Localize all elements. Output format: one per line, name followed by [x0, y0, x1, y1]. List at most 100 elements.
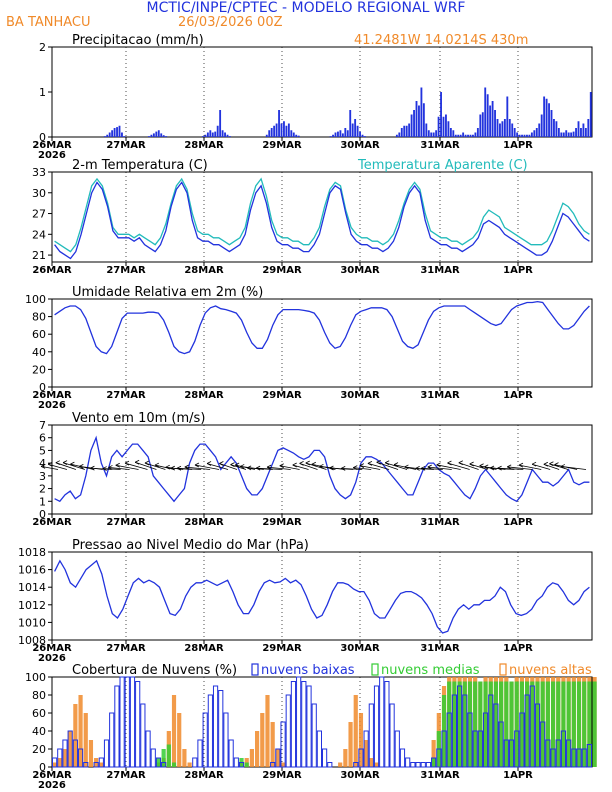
cloud-bar-blue	[540, 721, 546, 768]
cloud-bar-orange	[171, 695, 177, 767]
y-tick-label: 1	[39, 86, 46, 99]
precip-bar	[273, 125, 276, 137]
plot-frame	[51, 424, 593, 515]
x-tick-label: 27MAR	[106, 390, 146, 401]
cloud-bar-blue	[202, 712, 208, 768]
cloud-bar-orange	[270, 722, 275, 767]
precip-bar	[553, 119, 555, 137]
y-tick-label: 0	[39, 761, 46, 774]
plot-frame	[51, 46, 593, 138]
cloud-bar-blue	[207, 694, 213, 768]
x-year-label: 2026	[38, 150, 66, 161]
cloud-bar-green	[452, 681, 457, 767]
wind-arrow	[256, 467, 282, 470]
precip-bar	[359, 131, 361, 137]
y-tick-label: 80	[32, 311, 46, 324]
cloud-bar-orange	[57, 758, 62, 767]
y-tick-label: 1008	[18, 634, 46, 647]
precip-bar	[452, 130, 455, 137]
precip-bar	[346, 130, 349, 137]
y-tick-label: 1	[39, 495, 46, 508]
cloud-bar-orange	[348, 722, 353, 767]
precip-bar	[572, 131, 575, 137]
panel-title: Umidade Relativa em 2m (%)	[72, 285, 263, 300]
wind-arrow	[55, 462, 77, 470]
x-year-label: 2026	[38, 400, 66, 411]
precip-bar	[155, 131, 158, 137]
panel-title: 2-m Temperatura (C)	[72, 158, 208, 173]
cloud-bar-blue	[477, 730, 483, 768]
cloud-bar-green	[587, 681, 592, 767]
cloud-bar-blue	[488, 694, 494, 768]
cloud-bar-blue	[353, 762, 359, 768]
y-tick-label: 40	[32, 346, 46, 359]
wind-arrow-head	[279, 463, 284, 467]
wind-arrow-head	[376, 461, 381, 465]
cloud-bar-blue	[379, 676, 385, 768]
series-line-blue	[54, 181, 590, 260]
cloud-bar-blue	[296, 676, 302, 768]
wind-arrow-head	[246, 465, 252, 469]
precip-bar	[349, 110, 352, 137]
x-tick-label: 27MAR	[106, 770, 146, 781]
wind-arrow	[230, 464, 247, 470]
precip-bar	[118, 125, 121, 137]
cloud-bar-blue	[446, 712, 452, 768]
cloud-bar-green	[504, 681, 509, 767]
cloud-bar-blue	[399, 748, 406, 768]
cloud-bar-orange	[265, 695, 270, 767]
precip-bar	[278, 110, 280, 137]
cloud-bar-blue	[508, 739, 515, 768]
precip-bar	[224, 132, 226, 137]
cloud-bar-green	[244, 762, 249, 767]
wind-arrow-head	[219, 463, 224, 466]
precip-bar	[157, 130, 160, 137]
precip-bar	[437, 116, 440, 137]
precip-bar	[283, 121, 285, 137]
y-tick-label: 60	[32, 707, 46, 720]
panel-clouds: 0 20 40 60 80 100 26MAR 27MAR 28MAR 29MAR 30MAR 31M…	[25, 663, 597, 791]
precip-bar	[562, 132, 565, 137]
wind-arrow	[154, 464, 175, 470]
cloud-bar-orange	[260, 713, 265, 767]
precip-bar	[219, 110, 222, 137]
x-tick-label: 1APR	[503, 770, 533, 781]
wind-arrow-head	[311, 463, 317, 467]
wind-arrow-head	[176, 467, 182, 471]
wind-arrow-head	[206, 461, 212, 464]
precip-bar	[548, 103, 550, 137]
x-year-label: 2026	[38, 653, 66, 664]
precip-bar	[479, 114, 482, 137]
cloud-bar-blue	[83, 762, 89, 768]
series-line-blue	[54, 300, 590, 355]
y-tick-label: 30	[32, 187, 46, 200]
x-tick-label: 31MAR	[420, 265, 460, 276]
cloud-bar-blue	[576, 748, 582, 768]
x-tick-label: 28MAR	[184, 643, 224, 654]
precip-bar	[447, 121, 450, 137]
precip-bar	[550, 110, 553, 137]
y-tick-label: 24	[32, 228, 46, 241]
wind-arrow-head	[560, 464, 566, 467]
cloud-bar-blue	[566, 739, 572, 768]
cloud-bar-green	[467, 681, 473, 767]
legend-label: nuvens baixas	[261, 663, 355, 678]
wind-arrow-head	[341, 466, 346, 469]
panel-title: Cobertura de Nuvens (%)	[72, 663, 237, 678]
cloud-bar-orange	[275, 749, 280, 767]
wind-arrow-head	[230, 462, 235, 466]
cloud-bar-blue	[197, 739, 203, 768]
precip-bar	[570, 132, 573, 137]
wind-arrow-head	[404, 464, 409, 468]
x-tick-label: 30MAR	[340, 265, 380, 276]
wind-arrow-head	[124, 462, 130, 466]
precip-bar	[116, 127, 118, 137]
x-tick-label: 31MAR	[420, 390, 460, 401]
x-year-label: 2026	[38, 780, 66, 791]
precip-bar	[413, 110, 415, 137]
series-line-cyan	[54, 177, 590, 253]
wind-arrow-head	[165, 464, 170, 468]
cloud-bar-blue	[462, 694, 468, 768]
wind-arrow-head	[55, 462, 60, 466]
